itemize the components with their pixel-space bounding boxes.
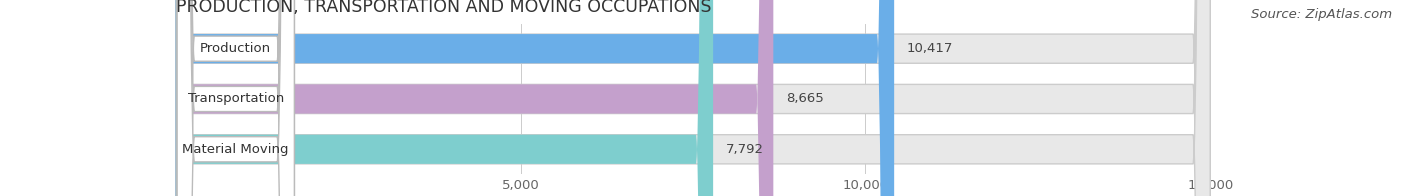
FancyBboxPatch shape [176, 0, 1211, 196]
FancyBboxPatch shape [176, 0, 894, 196]
FancyBboxPatch shape [177, 0, 294, 196]
FancyBboxPatch shape [177, 0, 294, 196]
Text: Material Moving: Material Moving [183, 143, 290, 156]
FancyBboxPatch shape [177, 0, 294, 196]
Text: Production: Production [200, 42, 271, 55]
Text: Source: ZipAtlas.com: Source: ZipAtlas.com [1251, 8, 1392, 21]
FancyBboxPatch shape [176, 0, 773, 196]
Text: 7,792: 7,792 [725, 143, 763, 156]
FancyBboxPatch shape [176, 0, 713, 196]
FancyBboxPatch shape [176, 0, 1211, 196]
Text: 10,417: 10,417 [907, 42, 953, 55]
Text: PRODUCTION, TRANSPORTATION AND MOVING OCCUPATIONS: PRODUCTION, TRANSPORTATION AND MOVING OC… [176, 0, 711, 16]
Text: 8,665: 8,665 [786, 93, 824, 105]
FancyBboxPatch shape [176, 0, 1211, 196]
Text: Transportation: Transportation [187, 93, 284, 105]
